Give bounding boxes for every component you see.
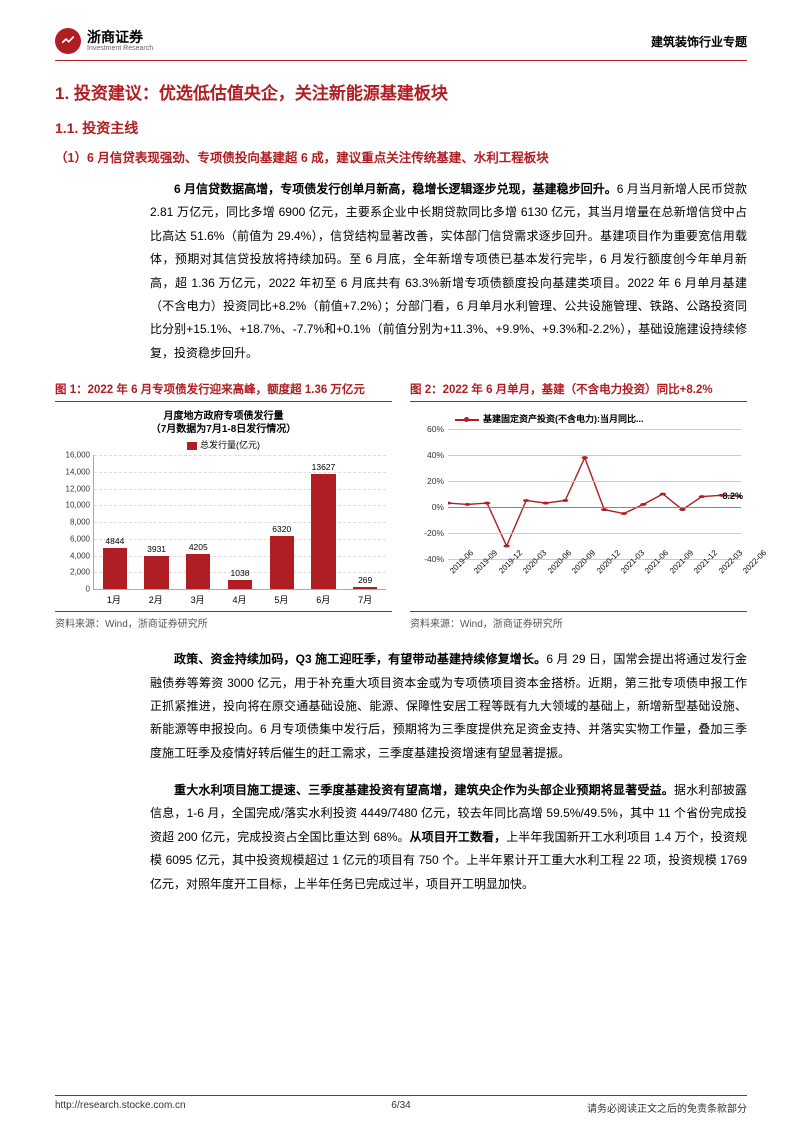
heading-1: 1. 投资建议：优选低估值央企，关注新能源基建板块 — [55, 79, 747, 104]
page-footer: http://research.stocke.com.cn 6/34 请务必阅读… — [55, 1095, 747, 1115]
chart-2: 图 2：2022 年 6 月单月，基建（不含电力投资）同比+8.2% 基建固定资… — [410, 381, 747, 630]
p1-lead: 6 月信贷数据高增，专项债发行创单月新高，稳增长逻辑逐步兑现，基建稳步回升。 — [174, 182, 617, 196]
p1-body: 6 月当月新增人民币贷款 2.81 万亿元，同比多增 6900 亿元，主要系企业… — [150, 182, 747, 360]
logo-text-en: Investment Research — [87, 45, 153, 52]
footer-page: 6/34 — [391, 1100, 410, 1111]
paragraph-3: 重大水利项目施工提速、三季度基建投资有望高增，建筑央企作为头部企业预期将显著受益… — [55, 779, 747, 896]
chart-1-inner-title: 月度地方政府专项债发行量（7月数据为7月1-8日发行情况） — [55, 408, 392, 436]
paragraph-2: 政策、资金持续加码，Q3 施工迎旺季，有望带动基建持续修复增长。6 月 29 日… — [55, 648, 747, 765]
header-topic: 建筑装饰行业专题 — [651, 33, 747, 50]
chart-2-legend: 基建固定资产投资(不含电力):当月同比... — [410, 408, 747, 429]
paragraph-1: 6 月信贷数据高增，专项债发行创单月新高，稳增长逻辑逐步兑现，基建稳步回升。6 … — [55, 178, 747, 365]
footer-url: http://research.stocke.com.cn — [55, 1100, 186, 1115]
p3-lead: 重大水利项目施工提速、三季度基建投资有望高增，建筑央企作为头部企业预期将显著受益… — [174, 783, 674, 797]
p2-body: 6 月 29 日，国常会提出将通过发行金融债券等筹资 3000 亿元，用于补充重… — [150, 652, 747, 760]
heading-1-1-1: （1）6 月信贷表现强劲、专项债投向基建超 6 成，建议重点关注传统基建、水利工… — [55, 148, 747, 168]
chart-1-legend: 总发行量(亿元) — [55, 438, 392, 451]
chart-2-title: 图 2：2022 年 6 月单月，基建（不含电力投资）同比+8.2% — [410, 381, 747, 402]
logo: 浙商证券 Investment Research — [55, 28, 153, 54]
logo-icon — [55, 28, 81, 54]
logo-text-cn: 浙商证券 — [87, 30, 153, 45]
p2-lead: 政策、资金持续加码，Q3 施工迎旺季，有望带动基建持续修复增长。 — [174, 652, 546, 666]
charts-row: 图 1：2022 年 6 月专项债发行迎来高峰，额度超 1.36 万亿元 月度地… — [55, 381, 747, 630]
chart-1: 图 1：2022 年 6 月专项债发行迎来高峰，额度超 1.36 万亿元 月度地… — [55, 381, 392, 630]
chart-1-xlabels: 1月2月3月4月5月6月7月 — [93, 590, 386, 606]
chart-2-source: 资料来源：Wind，浙商证券研究所 — [410, 611, 747, 630]
chart-1-area: 月度地方政府专项债发行量（7月数据为7月1-8日发行情况） 总发行量(亿元) 0… — [55, 408, 392, 608]
page-header: 浙商证券 Investment Research 建筑装饰行业专题 — [55, 28, 747, 61]
p3-bold2: 从项目开工数看， — [410, 830, 507, 844]
chart-1-canvas: 02,0004,0006,0008,00010,00012,00014,0001… — [93, 455, 386, 590]
chart-2-area: 基建固定资产投资(不含电力):当月同比... -40%-20%0%20%40%6… — [410, 408, 747, 608]
chart-1-title: 图 1：2022 年 6 月专项债发行迎来高峰，额度超 1.36 万亿元 — [55, 381, 392, 402]
chart-2-canvas: -40%-20%0%20%40%60%8.2% — [448, 429, 741, 559]
chart-1-source: 资料来源：Wind，浙商证券研究所 — [55, 611, 392, 630]
chart-2-xlabels: 2019-062019-092019-122020-032020-062020-… — [448, 559, 741, 601]
footer-disclaimer: 请务必阅读正文之后的免责条款部分 — [587, 1100, 747, 1115]
heading-1-1: 1.1. 投资主线 — [55, 118, 747, 138]
